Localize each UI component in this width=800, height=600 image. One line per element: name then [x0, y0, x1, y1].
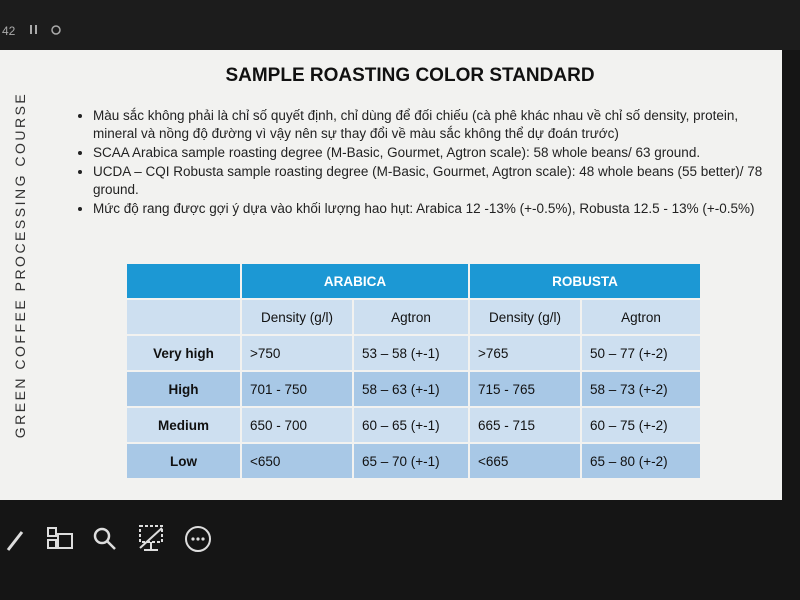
table-cell: >765	[468, 334, 582, 372]
table-cell: 53 – 58 (+-1)	[352, 334, 470, 372]
row-label: High	[125, 370, 242, 408]
bullet: Mức độ rang được gợi ý dựa vào khối lượn…	[93, 200, 773, 218]
table-cell: 65 – 70 (+-1)	[352, 442, 470, 480]
column-header: Density (g/l)	[468, 298, 582, 336]
corner-cell	[125, 298, 242, 336]
side-label: GREEN COFFEE PROCESSING COURSE	[12, 91, 28, 439]
table-row: Medium 650 - 700 60 – 65 (+-1) 665 - 715 60 …	[125, 406, 702, 444]
slide: GREEN COFFEE PROCESSING COURSE SAMPLE RO…	[0, 50, 782, 500]
column-header: Agtron	[580, 298, 702, 336]
slide-counter: 42	[2, 24, 16, 38]
table: ARABICA ROBUSTA Density (g/l) Agtron Density…	[125, 262, 702, 480]
table-cell: 701 - 750	[240, 370, 354, 408]
table-cell: 665 - 715	[468, 406, 582, 444]
row-label: Very high	[125, 334, 242, 372]
group-header: ROBUSTA	[468, 262, 702, 300]
top-controls[interactable]	[28, 22, 88, 42]
table-cell: 650 - 700	[240, 406, 354, 444]
table-cell: <650	[240, 442, 354, 480]
top-bar: 42	[0, 0, 800, 50]
corner-cell	[125, 262, 242, 300]
column-header: Density (g/l)	[240, 298, 354, 336]
row-label: Medium	[125, 406, 242, 444]
pen-tool[interactable]	[6, 531, 24, 551]
table-row: Very high >750 53 – 58 (+-1) >765 50 – 77 (+…	[125, 334, 702, 372]
table-cell: 60 – 65 (+-1)	[352, 406, 470, 444]
table-cell: 715 - 765	[468, 370, 582, 408]
table-row: Low <650 65 – 70 (+-1) <665 65 – 80 (+-2)	[125, 442, 702, 480]
bullet: Màu sắc không phải là chỉ số quyết định,…	[93, 107, 773, 143]
more-tool[interactable]	[185, 526, 211, 552]
table-cell: 65 – 80 (+-2)	[580, 442, 702, 480]
table-cell: 60 – 75 (+-2)	[580, 406, 702, 444]
bullet: SCAA Arabica sample roasting degree (M-B…	[93, 144, 773, 162]
column-header: Agtron	[352, 298, 470, 336]
table-cell: >750	[240, 334, 354, 372]
zoom-tool[interactable]	[93, 527, 116, 550]
slides-tool[interactable]	[47, 527, 73, 549]
table-row: High 701 - 750 58 – 63 (+-1) 715 - 765 58 – …	[125, 370, 702, 408]
table-cell: 58 – 73 (+-2)	[580, 370, 702, 408]
table-cell: 50 – 77 (+-2)	[580, 334, 702, 372]
toolbar	[6, 525, 211, 552]
column-row: Density (g/l) Agtron Density (g/l) Agtron	[125, 298, 702, 336]
group-row: ARABICA ROBUSTA	[125, 262, 702, 300]
screen-tool[interactable]	[139, 525, 163, 551]
slide-title: SAMPLE ROASTING COLOR STANDARD	[225, 65, 595, 86]
bullet-list: Màu sắc không phải là chỉ số quyết định,…	[75, 107, 773, 219]
row-label: Low	[125, 442, 242, 480]
table-cell: 58 – 63 (+-1)	[352, 370, 470, 408]
table-cell: <665	[468, 442, 582, 480]
group-header: ARABICA	[240, 262, 470, 300]
bullet: UCDA – CQI Robusta sample roasting degre…	[93, 163, 773, 199]
